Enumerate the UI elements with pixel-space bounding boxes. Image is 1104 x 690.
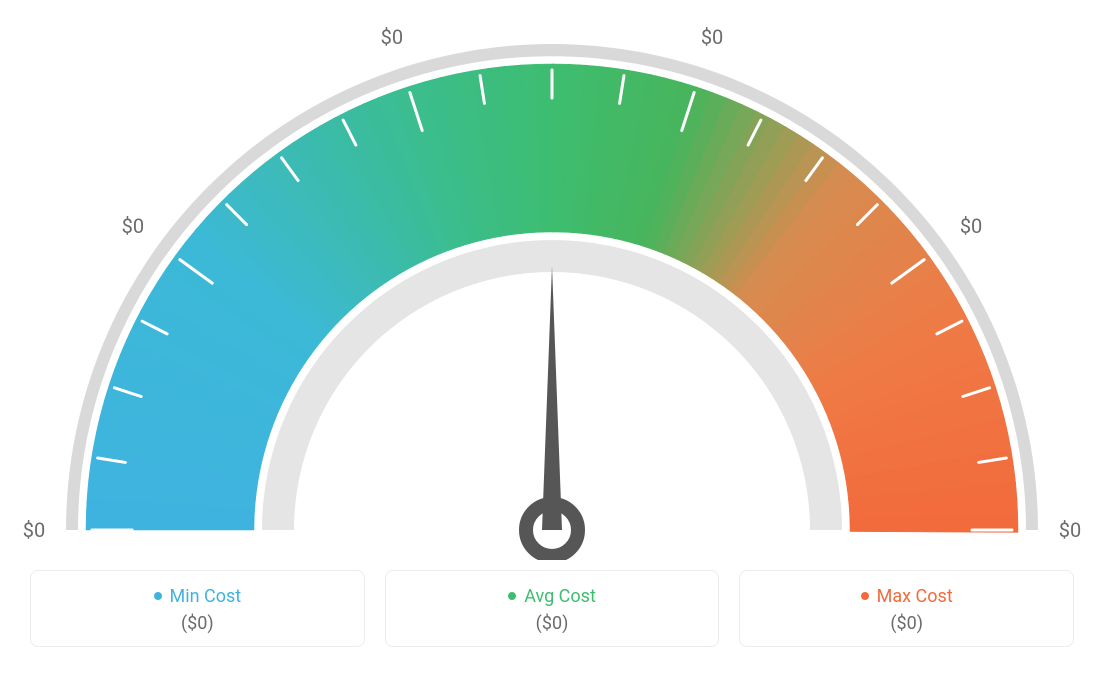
gauge-tick-label: $0 bbox=[701, 25, 723, 49]
legend-label: Max Cost bbox=[877, 586, 953, 607]
gauge-chart bbox=[0, 0, 1104, 560]
gauge-tick-label: $0 bbox=[960, 214, 982, 238]
gauge-tick-label: $0 bbox=[23, 518, 45, 542]
gauge-tick-label: $0 bbox=[122, 214, 144, 238]
legend-label: Avg Cost bbox=[524, 586, 596, 607]
legend-title: Max Cost bbox=[861, 586, 953, 607]
gauge-tick-label: $0 bbox=[1059, 518, 1081, 542]
legend-title: Min Cost bbox=[154, 586, 242, 607]
legend-dot-icon bbox=[154, 592, 162, 600]
legend-label: Min Cost bbox=[170, 586, 242, 607]
legend-card: Max Cost ($0) bbox=[739, 570, 1074, 647]
legend-card: Avg Cost ($0) bbox=[385, 570, 720, 647]
legend-value: ($0) bbox=[740, 613, 1073, 634]
legend-dot-icon bbox=[508, 592, 516, 600]
legend-dot-icon bbox=[861, 592, 869, 600]
legend-value: ($0) bbox=[386, 613, 719, 634]
legend-row: Min Cost ($0) Avg Cost ($0) Max Cost ($0) bbox=[0, 570, 1104, 647]
gauge-tick-label: $0 bbox=[381, 25, 403, 49]
gauge-container: $0 $0 $0 $0 $0 $0 bbox=[0, 0, 1104, 560]
legend-title: Avg Cost bbox=[508, 586, 596, 607]
legend-value: ($0) bbox=[31, 613, 364, 634]
legend-card: Min Cost ($0) bbox=[30, 570, 365, 647]
